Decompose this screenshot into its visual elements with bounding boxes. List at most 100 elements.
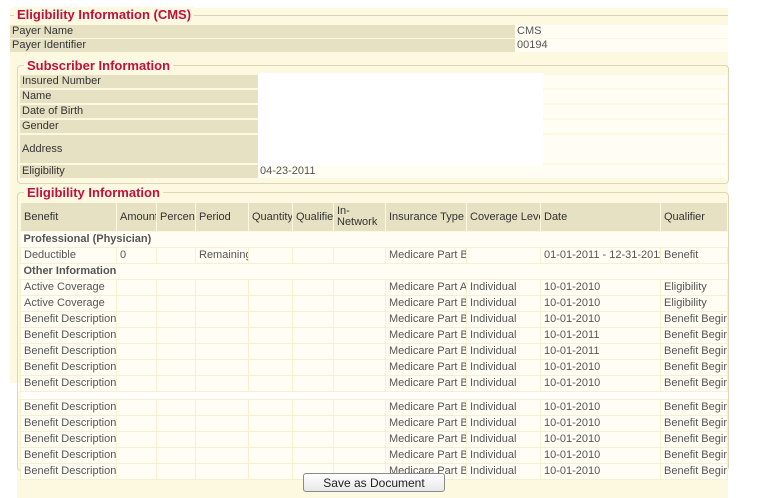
table-cell: [333, 343, 386, 360]
table-cell: [156, 295, 196, 312]
table-cell: [116, 311, 157, 328]
table-cell: Individual: [466, 311, 541, 328]
column-header: Insurance Type: [385, 202, 467, 232]
table-row: Benefit Description Medicare Part B Indivi…: [20, 375, 728, 392]
column-header: Qualifier: [292, 202, 334, 232]
table-cell: [248, 447, 293, 464]
column-header: In-Network: [333, 202, 386, 232]
table-row: Benefit Description Medicare Part B Indivi…: [20, 447, 728, 464]
table-cell: Medicare Part B: [385, 327, 467, 344]
table-cell: [195, 295, 249, 312]
table-cell: [333, 359, 386, 376]
table-row: Benefit Description Medicare Part B Indivi…: [20, 431, 728, 448]
table-cell: Individual: [466, 399, 541, 416]
table-cell: Benefit Begin: [660, 463, 728, 480]
table-row: Benefit Description Medicare Part B Indivi…: [20, 359, 728, 376]
table-cell: Medicare Part B: [385, 311, 467, 328]
table-cell: [292, 311, 334, 328]
table-cell: [195, 375, 249, 392]
table-cell: [195, 415, 249, 432]
table-cell: [116, 279, 157, 296]
table-cell: [292, 399, 334, 416]
table-cell: 10-01-2011: [540, 343, 661, 360]
table-cell: Individual: [466, 431, 541, 448]
table-cell: Individual: [466, 279, 541, 296]
table-cell: [333, 415, 386, 432]
table-cell: Deductible: [20, 247, 117, 264]
insured-number-label: Insured Number: [20, 75, 258, 88]
table-cell: [156, 431, 196, 448]
table-cell: Individual: [466, 359, 541, 376]
table-cell: Medicare Part B: [385, 295, 467, 312]
table-row: Benefit Description Medicare Part B Indivi…: [20, 327, 728, 344]
name-label: Name: [20, 90, 258, 103]
table-row: Deductible 0 Remaining Medicare Part B 01-01…: [20, 247, 728, 264]
table-cell: [292, 431, 334, 448]
table-cell: [292, 343, 334, 360]
column-header: Date: [540, 202, 661, 232]
table-cell: Individual: [466, 447, 541, 464]
table-cell: [333, 247, 386, 264]
table-cell: Active Coverage: [20, 279, 117, 296]
table-cell: [195, 311, 249, 328]
table-cell: [116, 295, 157, 312]
table-cell: [333, 431, 386, 448]
table-cell: [292, 359, 334, 376]
table-cell: [116, 343, 157, 360]
save-as-document-button[interactable]: Save as Document: [303, 473, 445, 492]
table-cell: [195, 343, 249, 360]
table-cell: [156, 375, 196, 392]
table-cell: Benefit Begin: [660, 447, 728, 464]
table-cell: Benefit Description: [20, 311, 117, 328]
table-cell: Eligibility: [660, 295, 728, 312]
table-cell: Remaining: [195, 247, 249, 264]
column-header: Qualifier: [660, 202, 728, 232]
table-row: Benefit Description Medicare Part B Indivi…: [20, 311, 728, 328]
table-cell: Benefit Begin: [660, 375, 728, 392]
table-row: Benefit Description Medicare Part B Indivi…: [20, 415, 728, 432]
table-cell: Individual: [466, 327, 541, 344]
table-cell: Active Coverage: [20, 295, 117, 312]
table-cell: [292, 447, 334, 464]
table-cell: [248, 279, 293, 296]
column-header: Quantity: [248, 202, 293, 232]
table-cell: [156, 463, 196, 480]
table-cell: 10-01-2010: [540, 359, 661, 376]
table-cell: [292, 279, 334, 296]
subscriber-fieldset: [17, 65, 729, 184]
table-cell: [248, 311, 293, 328]
column-header: Period: [195, 202, 249, 232]
table-cell: Benefit Description: [20, 431, 117, 448]
table-cell: [156, 447, 196, 464]
table-cell: [333, 375, 386, 392]
table-cell: 10-01-2010: [540, 375, 661, 392]
panel-title: Eligibility Information (CMS): [14, 7, 195, 22]
table-cell: Medicare Part B: [385, 359, 467, 376]
table-cell: Medicare Part B: [385, 447, 467, 464]
column-header: Benefit: [20, 202, 117, 232]
table-cell: Benefit Description: [20, 399, 117, 416]
table-cell: [116, 327, 157, 344]
table-cell: [156, 399, 196, 416]
table-cell: [248, 399, 293, 416]
table-cell: Individual: [466, 295, 541, 312]
table-cell: [292, 247, 334, 264]
table-cell: [156, 311, 196, 328]
subscriber-title: Subscriber Information: [24, 58, 174, 73]
gender-label: Gender: [20, 120, 258, 133]
table-cell: [195, 463, 249, 480]
table-cell: [156, 415, 196, 432]
table-cell: [248, 247, 293, 264]
table-cell: [156, 327, 196, 344]
table-cell: 10-01-2010: [540, 447, 661, 464]
table-cell: [195, 327, 249, 344]
table-cell: [248, 359, 293, 376]
payer-name-label: Payer Name: [10, 25, 515, 38]
column-header: Coverage Level: [466, 202, 541, 232]
table-cell: Eligibility: [660, 279, 728, 296]
table-cell: Medicare Part B: [385, 247, 467, 264]
table-cell: [116, 463, 157, 480]
table-cell: [156, 279, 196, 296]
table-row: Active Coverage Medicare Part A Individual…: [20, 279, 728, 296]
table-cell: [195, 431, 249, 448]
